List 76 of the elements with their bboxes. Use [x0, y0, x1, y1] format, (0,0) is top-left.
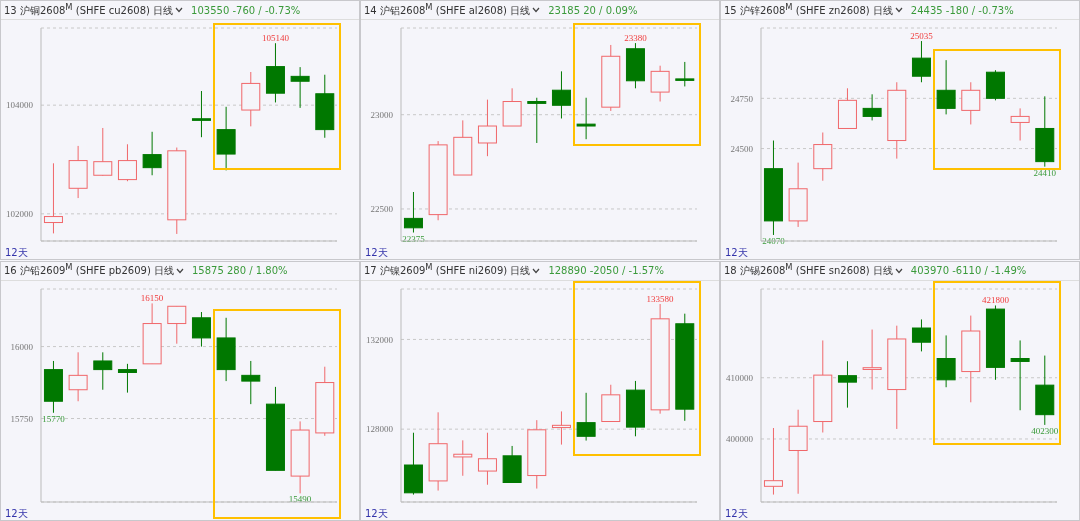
chart-subtitle: 128890 -2050 / -1.57%	[548, 265, 664, 276]
text: 12天	[725, 506, 748, 521]
text: 12天	[365, 246, 388, 260]
y-tick-label: 23000	[370, 109, 394, 120]
annotation: 22375	[402, 233, 426, 244]
candlestick	[93, 127, 113, 177]
candlestick	[241, 359, 261, 405]
text: 12天	[365, 506, 388, 521]
y-tick-label: 24500	[730, 143, 754, 154]
candlestick	[961, 81, 981, 125]
text: 12天	[5, 506, 28, 521]
chart-title: 18 沪锡2608$^{M}$ (SHFE sn2608) 日线	[724, 262, 893, 279]
candlestick	[551, 70, 571, 119]
annotation: 133580	[646, 293, 675, 304]
y-tick-label: 16000	[10, 341, 34, 352]
candlestick	[936, 59, 956, 115]
y-tick-label: 22500	[370, 204, 394, 215]
y-tick-label: 410000	[726, 372, 754, 383]
chart-title: 13 沪铜2608$^{M}$ (SHFE cu2608) 日线	[4, 1, 174, 19]
candlestick	[477, 431, 497, 485]
candlestick	[403, 191, 423, 234]
candlestick	[763, 427, 783, 495]
candlestick	[453, 439, 473, 476]
candlestick	[117, 143, 137, 182]
text: 12天	[5, 246, 28, 260]
candlestick	[191, 311, 211, 347]
chart-title: 16 沪铅2609$^{M}$ (SHFE pb2609) 日线	[4, 262, 174, 279]
candlestick	[837, 360, 857, 408]
annotation: 24070	[762, 235, 786, 246]
candlestick	[862, 328, 882, 390]
candlestick	[911, 318, 931, 352]
candlestick	[527, 97, 547, 144]
y-tick-label: 104000	[6, 100, 34, 111]
candlestick	[68, 351, 88, 402]
candlestick	[675, 61, 695, 87]
chart-subtitle: 24435 -180 / -0.73%	[910, 4, 1014, 16]
annotation: 24410	[1033, 167, 1057, 178]
y-tick-label: 400000	[726, 433, 754, 444]
candlestick	[862, 93, 882, 121]
candlestick	[576, 391, 596, 441]
annotation: 23380	[624, 33, 648, 44]
candlestick	[936, 334, 956, 388]
y-tick-label: 15750	[10, 413, 34, 424]
candlestick	[911, 40, 931, 83]
candlestick	[576, 97, 596, 140]
candlestick	[551, 410, 571, 445]
candlestick	[191, 90, 211, 138]
annotation: 16150	[140, 292, 164, 303]
candlestick	[1010, 339, 1030, 411]
chart-subtitle: 103550 -760 / -0.73%	[191, 4, 301, 16]
y-tick-label: 128000	[366, 423, 394, 434]
y-tick-label: 24750	[730, 93, 754, 104]
candlestick	[117, 362, 137, 393]
annotation: 105140	[261, 33, 290, 44]
candlestick	[142, 131, 162, 176]
candlestick	[1010, 107, 1030, 142]
annotation: 15490	[288, 493, 312, 504]
text: 12天	[725, 246, 748, 260]
annotation: 402300	[1031, 425, 1059, 436]
annotation: 421800	[981, 294, 1010, 305]
chart-subtitle: 403970 -6110 / -1.49%	[910, 265, 1027, 276]
candlestick	[650, 65, 670, 103]
annotation: 25035	[910, 31, 934, 42]
candlestick	[290, 66, 310, 109]
chart-title: 17 沪镍2609$^{M}$ (SHFE ni2609) 日线	[364, 262, 531, 279]
candlestick	[167, 305, 187, 344]
candlestick	[477, 99, 497, 157]
candlestick	[93, 351, 113, 390]
chart-title: 14 沪铝2608$^{M}$ (SHFE al2608) 日线	[364, 1, 531, 19]
chart-subtitle: 15875 280 / 1.80%	[191, 265, 288, 276]
candlestick	[43, 162, 63, 234]
y-tick-label: 102000	[6, 209, 34, 220]
chart-title: 15 沪锌2608$^{M}$ (SHFE zn2608) 日线	[724, 1, 893, 19]
annotation: 15770	[42, 413, 66, 424]
y-tick-label: 132000	[366, 334, 394, 345]
chart-subtitle: 23185 20 / 0.09%	[548, 4, 638, 16]
